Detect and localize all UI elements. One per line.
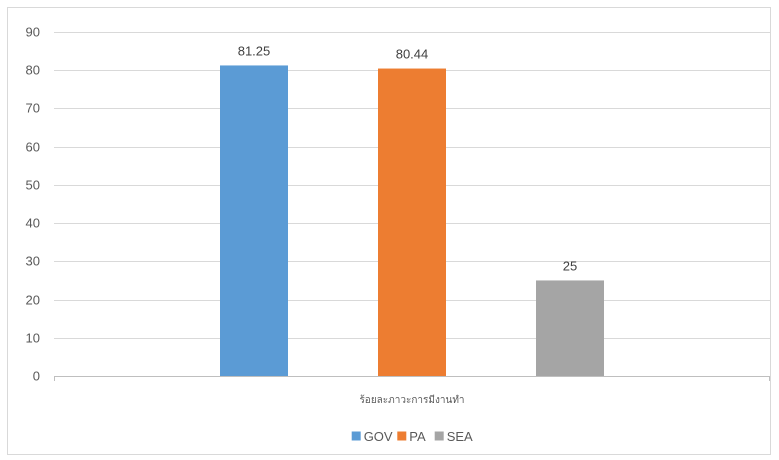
data-label-sea: 25 [563,258,577,273]
legend-swatch [351,431,361,441]
legend-label: SEA [447,429,473,444]
y-tick-label: 70 [26,101,40,116]
bar-pa [378,68,446,377]
y-tick-label: 10 [26,331,40,346]
bar-sea [536,280,604,376]
legend-label: PA [409,429,426,444]
y-tick-label: 0 [33,369,40,384]
data-labels: 81.25 80.44 25 [238,43,578,273]
y-tick-label: 90 [26,25,40,40]
legend-item-gov: GOV [351,429,393,444]
x-category-label: ร้อยละภาวะการมีงานทำ [359,394,464,406]
legend-swatch [434,431,444,441]
y-tick-label: 60 [26,140,40,155]
data-label-gov: 81.25 [238,43,271,58]
bars [220,65,604,377]
y-tick-label: 50 [26,178,40,193]
legend-item-pa: PA [397,429,426,444]
y-tick-label: 20 [26,293,40,308]
y-axis-ticks: 0 10 20 30 40 50 60 70 80 90 [26,25,40,384]
legend-label: GOV [364,429,393,444]
legend-item-sea: SEA [434,429,473,444]
data-label-pa: 80.44 [396,47,429,62]
legend: GOV PA SEA [351,429,473,444]
y-tick-label: 80 [26,63,40,78]
bar-gov [220,65,288,376]
x-axis-categories: ร้อยละภาวะการมีงานทำ [359,394,464,406]
legend-swatch [397,431,407,441]
y-tick-label: 30 [26,254,40,269]
y-tick-label: 40 [26,216,40,231]
